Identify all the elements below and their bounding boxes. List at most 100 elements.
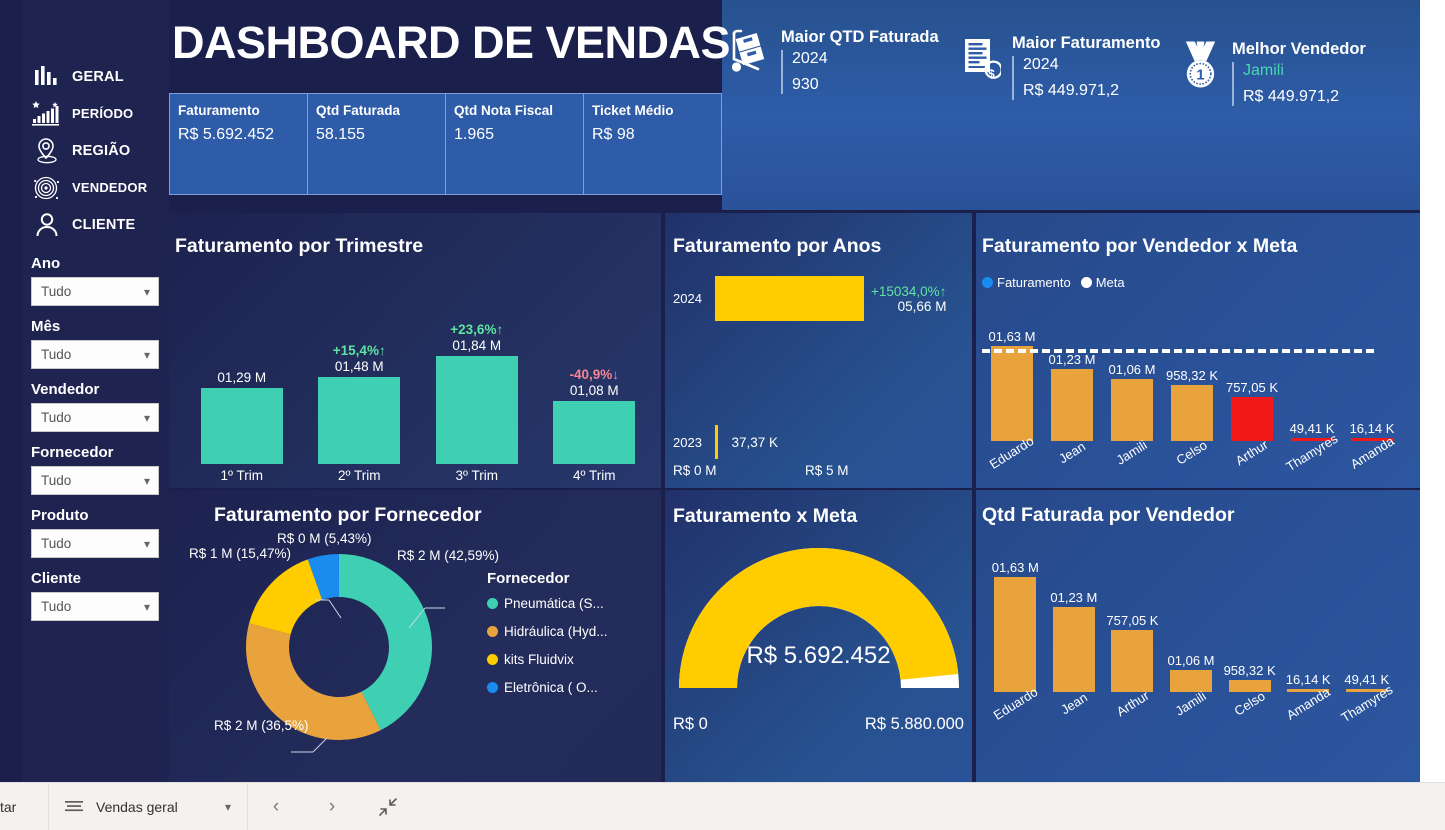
bar-group[interactable]: 958,32 K	[1162, 301, 1222, 441]
filter-cliente: Cliente Tudo ▾	[22, 570, 169, 621]
slicer-value: Tudo	[41, 284, 72, 299]
bar-group[interactable]: +15,4%↑ 01,48 M	[301, 309, 419, 464]
chart-faturamento-por-fornecedor[interactable]: Faturamento por Fornecedor R$ 0 M (5,43%…	[169, 490, 661, 782]
bar[interactable]	[1111, 630, 1154, 692]
bar[interactable]	[200, 388, 283, 464]
donut-slice[interactable]	[307, 554, 339, 600]
bar-series: 01,63 M 01,23 M 01,06 M 958,32 K 757,05 K 49,…	[982, 301, 1402, 441]
bar-group[interactable]: 01,06 M	[1162, 542, 1221, 692]
legend-item-kits-fluidvix[interactable]: kits Fluidvix	[487, 652, 608, 667]
donut-label-kits: R$ 1 M (15,47%)	[188, 546, 292, 561]
filter-label: Ano	[31, 255, 61, 272]
bar-group[interactable]: 49,41 K	[1282, 301, 1342, 441]
chevron-down-icon: ▾	[143, 410, 150, 425]
focus-mode-icon[interactable]	[360, 783, 416, 830]
delta-label: -40,9%↓	[569, 367, 620, 382]
page-title: DASHBOARD DE VENDAS	[172, 17, 731, 68]
x-axis-labels: Eduardo Jean Jamili Celso Arthur Thamyres Aman…	[982, 431, 1402, 474]
bar[interactable]	[1052, 607, 1095, 692]
bar[interactable]	[1345, 689, 1388, 692]
chevron-down-icon: ▾	[143, 347, 150, 362]
bar[interactable]	[1051, 369, 1093, 441]
bar[interactable]	[435, 356, 518, 464]
bar-group[interactable]: 16,14 K	[1342, 301, 1402, 441]
delta-label: +15034,0%↑	[871, 283, 947, 299]
donut-legend: Fornecedor Pneumática (S... Hidráulica (…	[487, 570, 608, 708]
hand-truck-icon	[727, 28, 772, 80]
legend-item-eletronica[interactable]: Eletrônica ( O...	[487, 680, 608, 695]
kpi-card-faturamento: Faturamento R$ 5.692.452	[170, 94, 308, 194]
bar-group[interactable]: 01,29 M	[183, 309, 301, 464]
bar[interactable]	[1170, 670, 1213, 692]
chart-legend: Faturamento Meta	[982, 275, 1125, 290]
bar[interactable]	[1111, 379, 1153, 441]
chart-faturamento-x-meta[interactable]: Faturamento x Meta R$ 5.692.452 R$ 0 R$ …	[665, 490, 972, 782]
bar-group[interactable]: 01,63 M	[986, 542, 1045, 692]
x-axis-tick: Arthur	[1113, 687, 1152, 720]
chart-faturamento-por-trimestre[interactable]: Faturamento por Trimestre 01,29 M +15,4%↑…	[169, 213, 661, 488]
donut-slice[interactable]	[339, 554, 432, 731]
bar[interactable]	[1287, 689, 1330, 692]
chart-title: Faturamento por Vendedor x Meta	[982, 235, 1298, 257]
gauge-min-label: R$ 0	[673, 715, 708, 733]
next-page-button[interactable]: ›	[328, 795, 336, 817]
bar[interactable]	[1231, 397, 1273, 441]
page-selector[interactable]: Vendas geral ▾	[48, 782, 248, 830]
bar-group[interactable]: 01,23 M	[1042, 301, 1102, 441]
leader-line	[312, 737, 328, 753]
donut-slice[interactable]	[246, 623, 381, 740]
bar[interactable]	[994, 577, 1037, 692]
chevron-down-icon[interactable]: ▾	[224, 799, 231, 814]
bar-group[interactable]: 16,14 K	[1279, 542, 1338, 692]
chart-faturamento-por-anos[interactable]: Faturamento por Anos 2024 +15034,0%↑ 05,…	[665, 213, 972, 488]
legend-swatch-icon	[487, 626, 498, 637]
bar[interactable]	[1351, 438, 1393, 441]
bar-group[interactable]: -40,9%↓ 01,08 M	[536, 309, 654, 464]
legend-item-hidraulica[interactable]: Hidráulica (Hyd...	[487, 624, 608, 639]
bar[interactable]	[1228, 680, 1271, 692]
bar[interactable]	[1291, 438, 1333, 441]
slicer-mes[interactable]: Tudo ▾	[31, 340, 159, 369]
donut-slice[interactable]	[249, 559, 323, 635]
slicer-produto[interactable]: Tudo ▾	[31, 529, 159, 558]
x-axis-tick: 4º Trim	[573, 468, 616, 483]
bar-group[interactable]: 757,05 K	[1103, 542, 1162, 692]
slicer-fornecedor[interactable]: Tudo ▾	[31, 466, 159, 495]
bar-group[interactable]: 757,05 K	[1222, 301, 1282, 441]
report-canvas: GERAL PERÍODO	[0, 0, 1420, 782]
hero-card-line2: R$ 449.971,2	[1243, 88, 1340, 105]
sidebar-item-geral[interactable]: GERAL	[22, 58, 169, 95]
bar-group[interactable]: 01,23 M	[1045, 542, 1104, 692]
legend-label: kits Fluidvix	[504, 652, 574, 667]
bar-group[interactable]: 01,63 M	[982, 301, 1042, 441]
bar-group[interactable]: 01,06 M	[1102, 301, 1162, 441]
value-label: 49,41 K	[1289, 421, 1335, 436]
sidebar-item-periodo[interactable]: PERÍODO	[22, 95, 169, 132]
sidebar-item-regiao[interactable]: REGIÃO	[22, 132, 169, 169]
sidebar-item-vendedor[interactable]: VENDEDOR	[22, 169, 169, 206]
legend-item-pneumatica[interactable]: Pneumática (S...	[487, 596, 608, 611]
legend-item-faturamento[interactable]: Faturamento	[982, 275, 1071, 290]
legend-item-meta[interactable]: Meta	[1080, 275, 1125, 290]
value-label: 01,29 M	[217, 370, 267, 385]
leader-line	[408, 607, 426, 629]
bar-group[interactable]: 958,32 K	[1220, 542, 1279, 692]
chart-qtd-faturada-por-vendedor[interactable]: Qtd Faturada por Vendedor 01,63 M 01,23 M…	[976, 490, 1420, 782]
bar[interactable]	[991, 346, 1033, 441]
chevron-down-icon: ▾	[143, 599, 150, 614]
value-label: 01,48 M	[334, 359, 384, 374]
sidebar-item-cliente[interactable]: CLIENTE	[22, 206, 169, 243]
gauge-value-label: R$ 5.692.452	[746, 642, 891, 669]
bar[interactable]	[553, 401, 636, 464]
x-axis-tick: 3º Trim	[455, 468, 498, 483]
chart-faturamento-por-vendedor-x-meta[interactable]: Faturamento por Vendedor x Meta Faturame…	[976, 213, 1420, 488]
hero-card-line2: R$ 449.971,2	[1023, 82, 1120, 99]
prev-page-button[interactable]: ‹	[272, 795, 280, 817]
slicer-ano[interactable]: Tudo ▾	[31, 277, 159, 306]
slicer-cliente[interactable]: Tudo ▾	[31, 592, 159, 621]
bar-group[interactable]: 49,41 K	[1337, 542, 1396, 692]
bar[interactable]	[318, 377, 401, 464]
bar-group[interactable]: +23,6%↑ 01,84 M	[418, 309, 536, 464]
bar[interactable]	[1171, 385, 1213, 441]
slicer-vendedor[interactable]: Tudo ▾	[31, 403, 159, 432]
